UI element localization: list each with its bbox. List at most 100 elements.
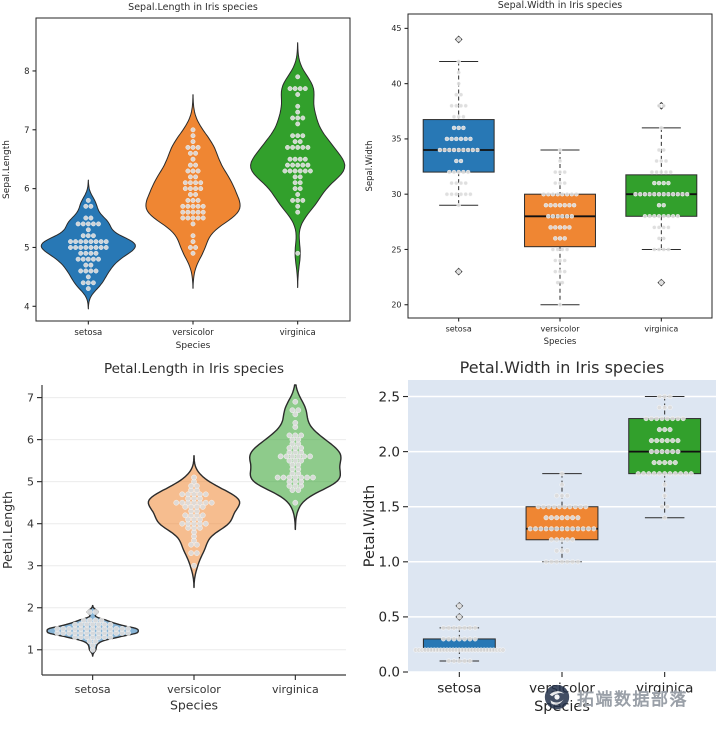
data-point [68,239,73,245]
data-point [292,139,298,145]
data-point [661,103,666,109]
data-point [462,636,468,642]
x-axis-label: Species [176,341,211,351]
data-point [575,559,581,565]
sepal-width-boxplot-chart: 20 25 30 35 40 45 setosa versicolor virginica Sep… [365,0,713,347]
data-point [564,515,570,521]
data-point [656,147,662,153]
box [628,418,702,475]
data-point [664,449,670,455]
data-point [195,209,201,215]
data-point [454,136,459,142]
data-point [292,180,298,186]
data-point [451,658,457,664]
data-point [557,225,563,230]
data-point [559,548,565,554]
data-point [652,225,657,230]
data-point [668,169,673,175]
data-point [638,191,643,197]
data-point [190,221,196,227]
data-point [297,174,303,180]
data-point [187,192,193,197]
data-point [468,136,473,142]
data-point [280,474,287,481]
data-point [675,438,681,444]
data-points [173,474,215,569]
data-point [185,215,191,221]
data-point [295,487,302,493]
data-point [546,191,551,197]
data-point [85,286,91,291]
data-point [298,474,305,481]
data-point [80,256,86,262]
data-point [559,559,565,565]
y-tick-label: 4 [24,302,29,312]
data-point [78,250,84,256]
data-point [190,239,196,245]
data-point [663,169,669,175]
data-point [290,133,295,139]
data-point [54,625,61,632]
data-points [635,394,694,521]
y-tick-label: 45 [391,24,401,33]
data-point [559,537,565,543]
data-point [661,214,666,219]
data-point [292,499,299,506]
data-point [289,407,296,414]
data-point [80,280,86,286]
violin-versicolor [147,455,241,589]
data-point [564,559,570,565]
data-point [66,625,72,632]
y-tick-label: 5 [27,476,34,489]
data-point [500,647,506,653]
data-point [662,482,668,488]
data-point [548,537,554,543]
data-point [289,487,296,493]
data-point [93,268,99,274]
data-point [187,180,193,186]
violin-shape [40,179,136,310]
data-point [467,658,473,664]
data-point [667,427,673,433]
data-point [562,504,568,510]
data-point [85,256,91,262]
data-point [465,147,471,153]
data-point [85,280,91,286]
x-tick-label: setosa [74,328,102,338]
data-point [194,550,200,556]
data-point [463,191,468,197]
data-point [675,214,680,219]
data-point [656,214,662,219]
data-point [451,169,457,175]
data-point [193,180,199,186]
data-point [286,474,293,481]
data-point [667,460,673,466]
data-point [302,168,308,174]
data-point [461,147,466,153]
data-point [190,168,196,174]
data-point [277,453,284,460]
data-point [75,256,81,262]
data-point [546,504,552,510]
data-point [666,247,671,252]
data-point [550,247,556,252]
data-point [286,457,293,464]
data-point [557,169,563,175]
data-point [557,202,563,208]
data-point [456,603,462,609]
data-point [456,37,461,42]
y-tick-label: 1.5 [379,499,400,515]
data-point [661,180,666,186]
data-point [449,103,454,109]
data-point [680,191,685,197]
data-point [195,168,201,174]
data-point [456,625,462,631]
violin-versicolor [145,94,241,289]
data-point [93,239,99,245]
data-point [670,191,676,197]
data-point [295,103,301,109]
data-point [564,548,570,554]
data-point [446,625,452,631]
y-axis-label: Petal.Length [0,491,15,569]
data-point [554,548,560,554]
